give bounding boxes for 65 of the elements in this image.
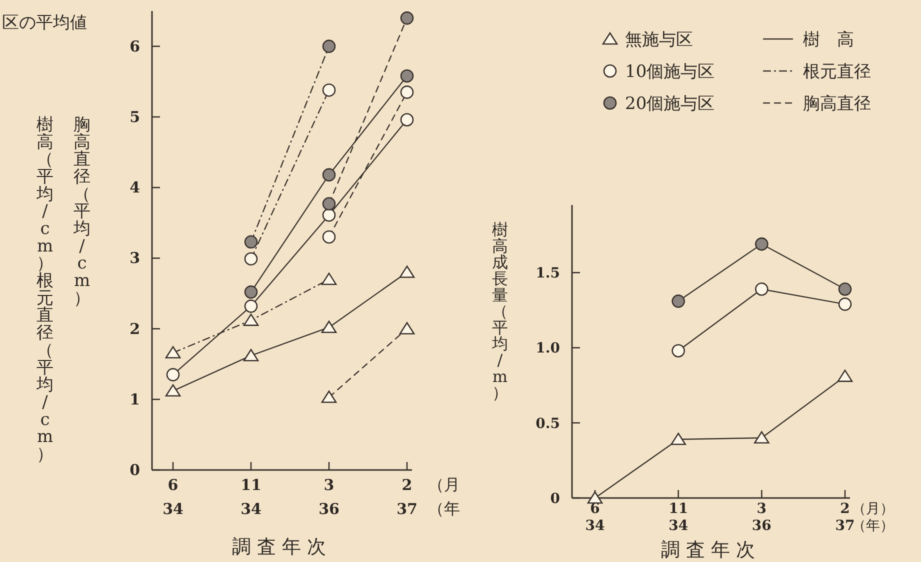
point xyxy=(400,69,414,83)
x-axis-title: 調査年次 xyxy=(661,539,761,561)
text: 樹高（平均/cm）根元直径（平均/cm） xyxy=(36,115,54,464)
legend-label: 胸高直径 xyxy=(803,94,871,114)
y-tick-label: 1.5 xyxy=(536,266,560,282)
y-tick-label: 6 xyxy=(130,37,140,56)
y-tick-label: 1 xyxy=(130,390,140,408)
point xyxy=(837,370,853,382)
legend-label: 20個施与区 xyxy=(625,94,715,114)
x-tick-label: 6 34 xyxy=(162,476,184,518)
point xyxy=(322,40,336,53)
point xyxy=(322,197,336,210)
x-tick-label: 2 37 xyxy=(835,501,855,534)
text: 胸高直径（平均/cm） xyxy=(74,115,90,308)
text: （年） xyxy=(852,518,894,534)
y-tick-label: 5 xyxy=(130,108,140,126)
chart-title: 区の平均値 xyxy=(2,13,87,33)
x-tick-label: 3 36 xyxy=(752,501,772,534)
legend-label: 無施与区 xyxy=(625,30,693,50)
point xyxy=(322,168,336,182)
point xyxy=(244,252,258,266)
point xyxy=(755,237,768,251)
point xyxy=(321,320,337,334)
point xyxy=(399,266,415,278)
point xyxy=(672,344,685,358)
point xyxy=(165,346,181,358)
y-tick-label: 0.5 xyxy=(536,416,560,432)
legend-label: 根元直径 xyxy=(803,62,871,82)
text: （年 xyxy=(428,499,460,518)
text: （月） xyxy=(852,501,894,517)
point xyxy=(754,431,770,444)
point xyxy=(166,368,180,382)
y-tick-label: 3 xyxy=(130,249,140,268)
point xyxy=(838,282,852,296)
point xyxy=(322,208,336,222)
point xyxy=(672,294,685,308)
point xyxy=(400,113,414,126)
point xyxy=(838,298,852,311)
y-tick-label: 0 xyxy=(130,461,140,479)
point xyxy=(322,230,336,244)
point xyxy=(322,83,336,97)
x-tick-label: 11 34 xyxy=(668,501,688,534)
point xyxy=(243,348,259,362)
x-axis-title: 調査年次 xyxy=(232,536,332,558)
point xyxy=(244,235,258,249)
legend-label: 10個施与区 xyxy=(625,62,715,82)
x-tick-label: 2 37 xyxy=(396,476,418,518)
y-tick-label: 1.0 xyxy=(536,340,560,357)
y-tick-label: 0 xyxy=(550,491,560,507)
point xyxy=(400,86,414,99)
text: （月 xyxy=(428,475,460,494)
text: 樹高成長量（平均/m） xyxy=(492,220,508,402)
x-tick-label: 11 34 xyxy=(240,476,262,518)
point xyxy=(755,282,768,296)
point xyxy=(165,384,181,397)
legend-label: 樹 高 xyxy=(803,30,854,50)
y-tick-label: 2 xyxy=(130,320,140,338)
point xyxy=(244,300,258,313)
x-tick-label: 3 36 xyxy=(318,476,340,518)
point xyxy=(321,272,337,285)
y-tick-label: 4 xyxy=(130,178,140,197)
point xyxy=(670,432,686,446)
point xyxy=(244,285,258,299)
point xyxy=(243,314,259,326)
point xyxy=(400,11,414,25)
